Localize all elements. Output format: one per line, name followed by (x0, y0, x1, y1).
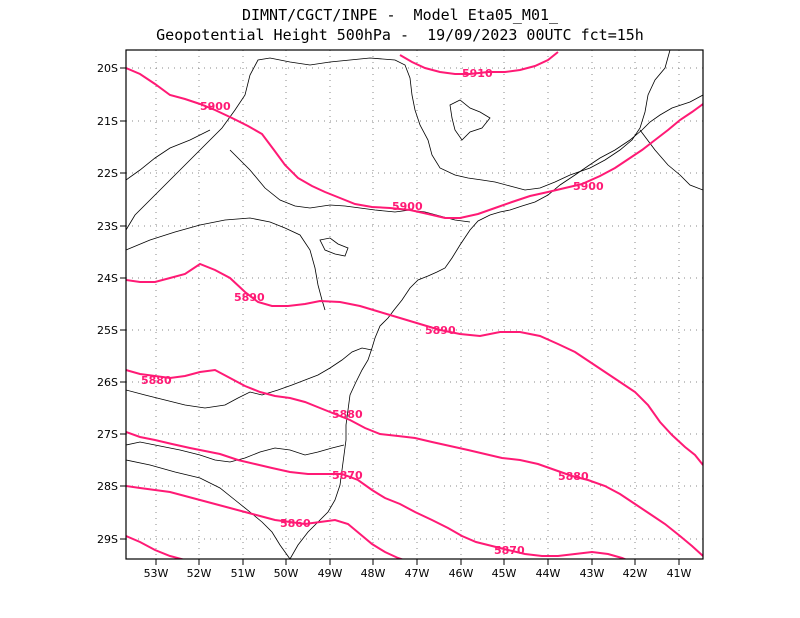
lon-label-49w: 49W (318, 567, 343, 580)
tick-marks (120, 67, 680, 565)
contour-label-5910: 5910 (462, 67, 493, 80)
lat-label-20s: 20S (97, 62, 118, 75)
contour-label-5870-west: 5870 (332, 469, 363, 482)
contour-label-5890-center: 5890 (425, 324, 456, 337)
lon-label-45w: 45W (492, 567, 517, 580)
title-line-1: DIMNT/CGCT/INPE - Model Eta05_M01_ (241, 6, 559, 24)
contour-5900-north (126, 67, 703, 219)
lon-label-50w: 50W (274, 567, 299, 580)
border-parana-sp (126, 217, 326, 311)
lat-label-23s: 23S (97, 220, 118, 233)
coastline (289, 94, 703, 559)
title-line-2: Geopotential Height 500hPa - 19/09/2023 … (156, 26, 644, 44)
lat-label-25s: 25S (97, 324, 118, 337)
contour-label-5900-west: 5900 (200, 100, 231, 113)
lon-label-46w: 46W (449, 567, 474, 580)
lat-label-26s: 26S (97, 376, 118, 389)
border-rs-west (126, 459, 291, 559)
contour-label-5900-east: 5900 (573, 180, 604, 193)
contour-label-5860: 5860 (280, 517, 311, 530)
lon-label-42w: 42W (623, 567, 648, 580)
border-ms (126, 129, 211, 181)
lat-label-28s: 28S (97, 480, 118, 493)
lon-label-43w: 43W (580, 567, 605, 580)
contour-label-5880-east: 5880 (558, 470, 589, 483)
contour-5850 (126, 535, 186, 559)
lat-label-24s: 24S (97, 272, 118, 285)
lon-label-53w: 53W (144, 567, 169, 580)
contour-5870 (126, 431, 628, 559)
lat-label-21s: 21S (97, 115, 118, 128)
lake-furnas (449, 99, 491, 141)
lon-label-51w: 51W (231, 567, 256, 580)
contour-label-5900-center: 5900 (392, 200, 423, 213)
map-frame (125, 49, 704, 560)
border-north-minas (126, 50, 671, 231)
lon-label-44w: 44W (536, 567, 561, 580)
border-sc-rs (126, 441, 345, 463)
contour-label-5880-west: 5880 (141, 374, 172, 387)
contour-labels: 5910 5900 5900 5900 5890 5890 5880 5880 … (141, 67, 604, 557)
lon-label-52w: 52W (187, 567, 212, 580)
lon-label-48w: 48W (361, 567, 386, 580)
contour-label-5870-east: 5870 (494, 544, 525, 557)
graticule (126, 50, 703, 559)
border-rj-es (639, 129, 703, 191)
contour-5880 (126, 368, 703, 557)
latitude-labels: 20S 21S 22S 23S 24S 25S 26S 27S 28S 29S (97, 62, 118, 546)
contour-5910 (399, 51, 559, 75)
longitude-labels: 53W 52W 51W 50W 49W 48W 47W 46W 45W 44W … (144, 567, 692, 580)
contour-5890 (126, 262, 703, 466)
lon-label-47w: 47W (405, 567, 430, 580)
contour-label-5890-west: 5890 (234, 291, 265, 304)
lat-label-27s: 27S (97, 428, 118, 441)
lat-label-22s: 22S (97, 167, 118, 180)
contour-label-5880-center: 5880 (332, 408, 363, 421)
lon-label-41w: 41W (667, 567, 692, 580)
lake-itaipu (319, 237, 349, 257)
border-parana-sc (126, 347, 373, 409)
contour-5860 (126, 485, 405, 559)
lat-label-29s: 29S (97, 533, 118, 546)
border-sp-mg (229, 149, 471, 223)
contours (126, 51, 703, 559)
